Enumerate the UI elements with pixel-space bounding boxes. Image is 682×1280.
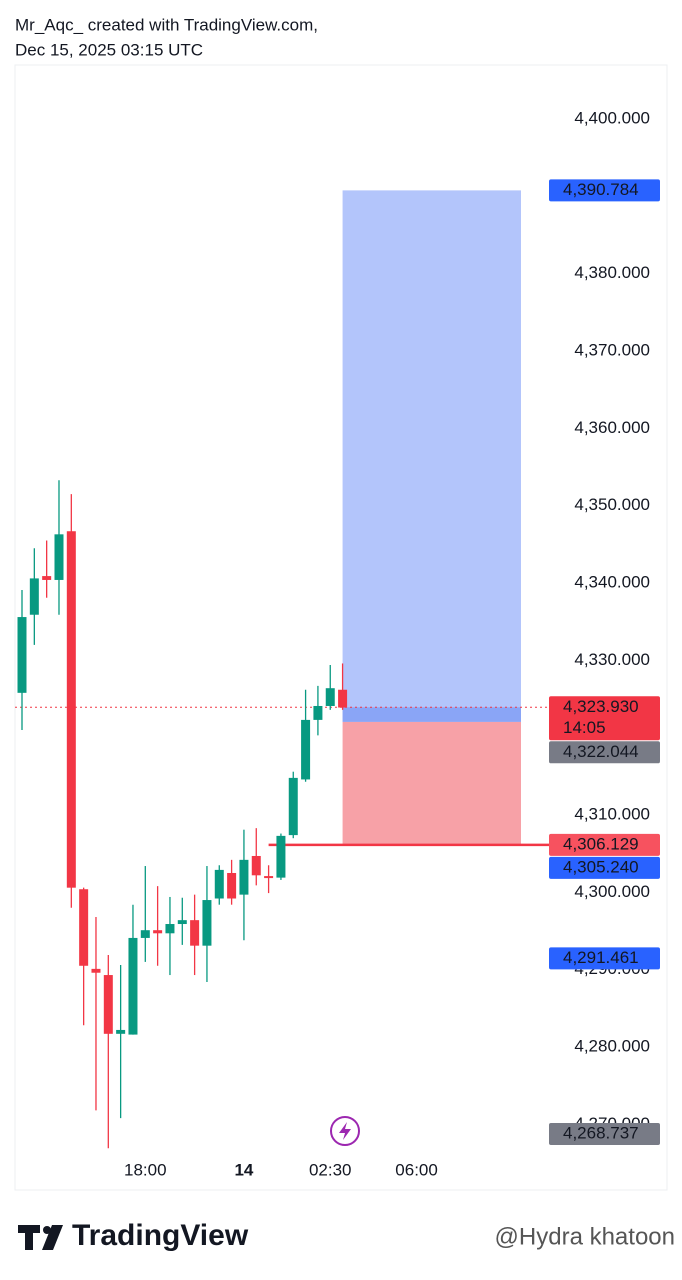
- stop-zone: [342, 721, 521, 845]
- candle-body: [54, 534, 64, 580]
- x-tick-label: 06:00: [395, 1160, 438, 1179]
- candle-body: [301, 719, 311, 780]
- x-tick-label: 14: [234, 1160, 253, 1179]
- price-badge-label: 4,291.461: [563, 948, 639, 967]
- price-badge: [549, 833, 660, 856]
- x-tick-label: 18:00: [124, 1160, 167, 1179]
- target-zone: [342, 190, 521, 722]
- candle-body: [91, 968, 101, 973]
- price-badge-label: 4,305.240: [563, 857, 639, 876]
- y-tick-label: 4,400.000: [574, 109, 650, 128]
- candle-body: [29, 578, 39, 615]
- y-tick-label: 4,360.000: [574, 418, 650, 437]
- candle-body: [227, 872, 237, 899]
- candle-body: [128, 937, 138, 1035]
- header-line: Mr_Aqc_ created with TradingView.com,: [15, 15, 318, 34]
- logo-text: TradingView: [72, 1219, 249, 1252]
- overlap-zone: [342, 707, 521, 722]
- y-tick-label: 4,350.000: [574, 495, 650, 514]
- x-tick-label: 02:30: [309, 1160, 352, 1179]
- candle-body: [66, 531, 76, 888]
- logo-icon: [18, 1225, 63, 1250]
- price-badge-label: 4,322.044: [563, 742, 639, 761]
- candle-body: [325, 688, 335, 706]
- y-tick-label: 4,380.000: [574, 263, 650, 282]
- candle-body: [153, 930, 163, 934]
- y-tick-label: 4,300.000: [574, 882, 650, 901]
- candle-body: [276, 835, 286, 878]
- price-badge: [549, 947, 660, 970]
- candle-body: [239, 859, 249, 895]
- candle-body: [214, 869, 224, 899]
- candle-body: [202, 900, 212, 946]
- price-badge: [549, 856, 660, 879]
- candle-body: [190, 920, 200, 946]
- y-tick-label: 4,330.000: [574, 650, 650, 669]
- chart-frame: [14, 64, 668, 1191]
- candle-body: [338, 689, 348, 708]
- candle-body: [165, 924, 175, 934]
- y-tick-label: 4,340.000: [574, 573, 650, 592]
- candle-body: [313, 705, 323, 720]
- price-badge-label: 4,268.737: [563, 1124, 639, 1143]
- candle-body: [177, 920, 187, 925]
- candle-body: [288, 777, 298, 836]
- y-tick-label: 4,370.000: [574, 341, 650, 360]
- price-badge-label: 4,323.930: [563, 697, 639, 716]
- watermark: @Hydra khatoon: [495, 1223, 675, 1250]
- price-badge: [549, 179, 660, 202]
- price-badge: [549, 1123, 660, 1146]
- candle-body: [17, 617, 27, 693]
- candle-body: [251, 855, 261, 876]
- candle-body: [264, 876, 274, 879]
- price-badge-label: 4,390.784: [563, 180, 639, 199]
- plot: 4,400.000 4,380.000 4,370.000 4,360.000 4,35…: [15, 109, 660, 1179]
- price-badge-label: 14:05: [563, 718, 606, 737]
- candle-body: [116, 1029, 126, 1034]
- candle-body: [79, 889, 89, 966]
- price-badge: [549, 741, 660, 764]
- price-badge: [549, 696, 660, 741]
- y-tick-label: 4,310.000: [574, 804, 650, 823]
- event-icon: [330, 1116, 360, 1146]
- candle-body: [140, 930, 150, 938]
- header-line: Dec 15, 2025 03:15 UTC: [15, 40, 203, 59]
- y-tick-label: 4,280.000: [574, 1036, 650, 1055]
- candle-body: [42, 576, 52, 580]
- price-badge-label: 4,306.129: [563, 834, 639, 853]
- candle-body: [103, 975, 113, 1034]
